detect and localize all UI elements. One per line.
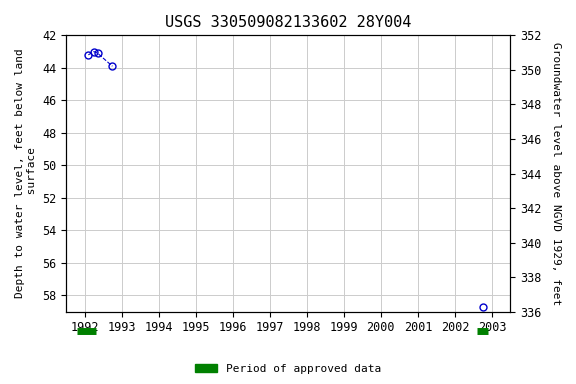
Title: USGS 330509082133602 28Y004: USGS 330509082133602 28Y004 [165, 15, 411, 30]
Legend: Period of approved data: Period of approved data [191, 359, 385, 379]
Y-axis label: Depth to water level, feet below land
 surface: Depth to water level, feet below land su… [15, 49, 37, 298]
Y-axis label: Groundwater level above NGVD 1929, feet: Groundwater level above NGVD 1929, feet [551, 42, 561, 305]
